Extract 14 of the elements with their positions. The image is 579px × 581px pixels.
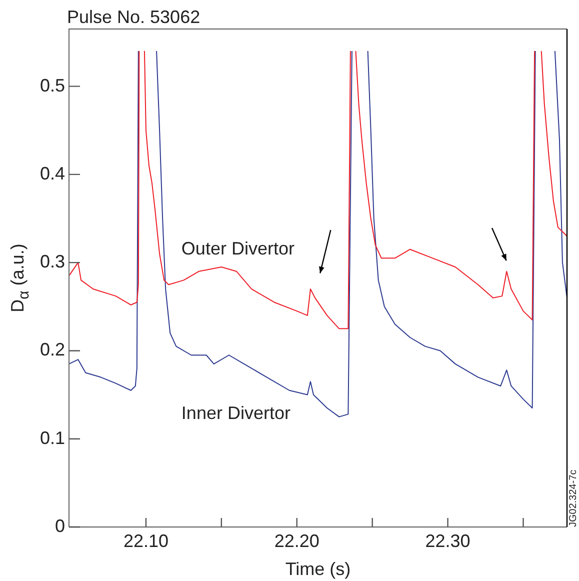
y-tick-label: 0.2 <box>40 340 65 360</box>
y-tick-label: 0 <box>54 516 65 536</box>
x-tick-label: 22.30 <box>425 530 470 551</box>
text: JG02.324-7c <box>568 470 579 527</box>
x-tick-label: 22.20 <box>274 530 320 551</box>
series-label: Inner Divertor <box>181 403 290 424</box>
x-tick-label: 22.10 <box>123 530 168 551</box>
y-tick-label: 0.5 <box>40 75 65 96</box>
chart-title: Pulse No. 53062 <box>67 6 200 27</box>
series-label: Outer Divertor <box>181 238 294 258</box>
y-tick-label: 0.3 <box>40 252 65 272</box>
x-axis-title: Time (s) <box>285 559 351 580</box>
y-tick-label: 0.4 <box>40 163 65 184</box>
y-tick-label: 0.1 <box>40 428 65 448</box>
